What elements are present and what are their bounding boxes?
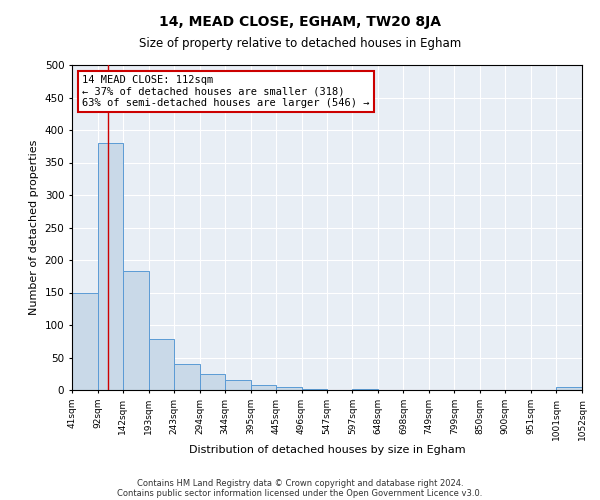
Bar — [174, 364, 200, 390]
Bar — [98, 143, 123, 390]
Bar — [276, 387, 302, 390]
Bar — [72, 292, 98, 390]
Bar — [200, 374, 225, 390]
X-axis label: Distribution of detached houses by size in Egham: Distribution of detached houses by size … — [188, 446, 466, 456]
Bar — [302, 388, 327, 390]
Bar — [251, 385, 276, 390]
Bar — [556, 387, 582, 390]
Text: 14 MEAD CLOSE: 112sqm
← 37% of detached houses are smaller (318)
63% of semi-det: 14 MEAD CLOSE: 112sqm ← 37% of detached … — [82, 74, 370, 108]
Text: 14, MEAD CLOSE, EGHAM, TW20 8JA: 14, MEAD CLOSE, EGHAM, TW20 8JA — [159, 15, 441, 29]
Bar — [149, 340, 174, 390]
Bar — [123, 271, 149, 390]
Text: Size of property relative to detached houses in Egham: Size of property relative to detached ho… — [139, 38, 461, 51]
Bar — [225, 380, 251, 390]
Y-axis label: Number of detached properties: Number of detached properties — [29, 140, 39, 315]
Text: Contains HM Land Registry data © Crown copyright and database right 2024.: Contains HM Land Registry data © Crown c… — [137, 478, 463, 488]
Text: Contains public sector information licensed under the Open Government Licence v3: Contains public sector information licen… — [118, 488, 482, 498]
Bar — [352, 388, 378, 390]
